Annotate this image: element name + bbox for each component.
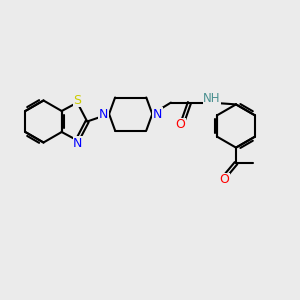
Text: N: N — [99, 107, 108, 121]
Text: N: N — [73, 137, 83, 150]
Text: S: S — [73, 94, 81, 107]
Text: N: N — [153, 107, 162, 121]
Text: O: O — [176, 118, 185, 131]
Text: NH: NH — [203, 92, 221, 106]
Text: O: O — [219, 173, 229, 187]
